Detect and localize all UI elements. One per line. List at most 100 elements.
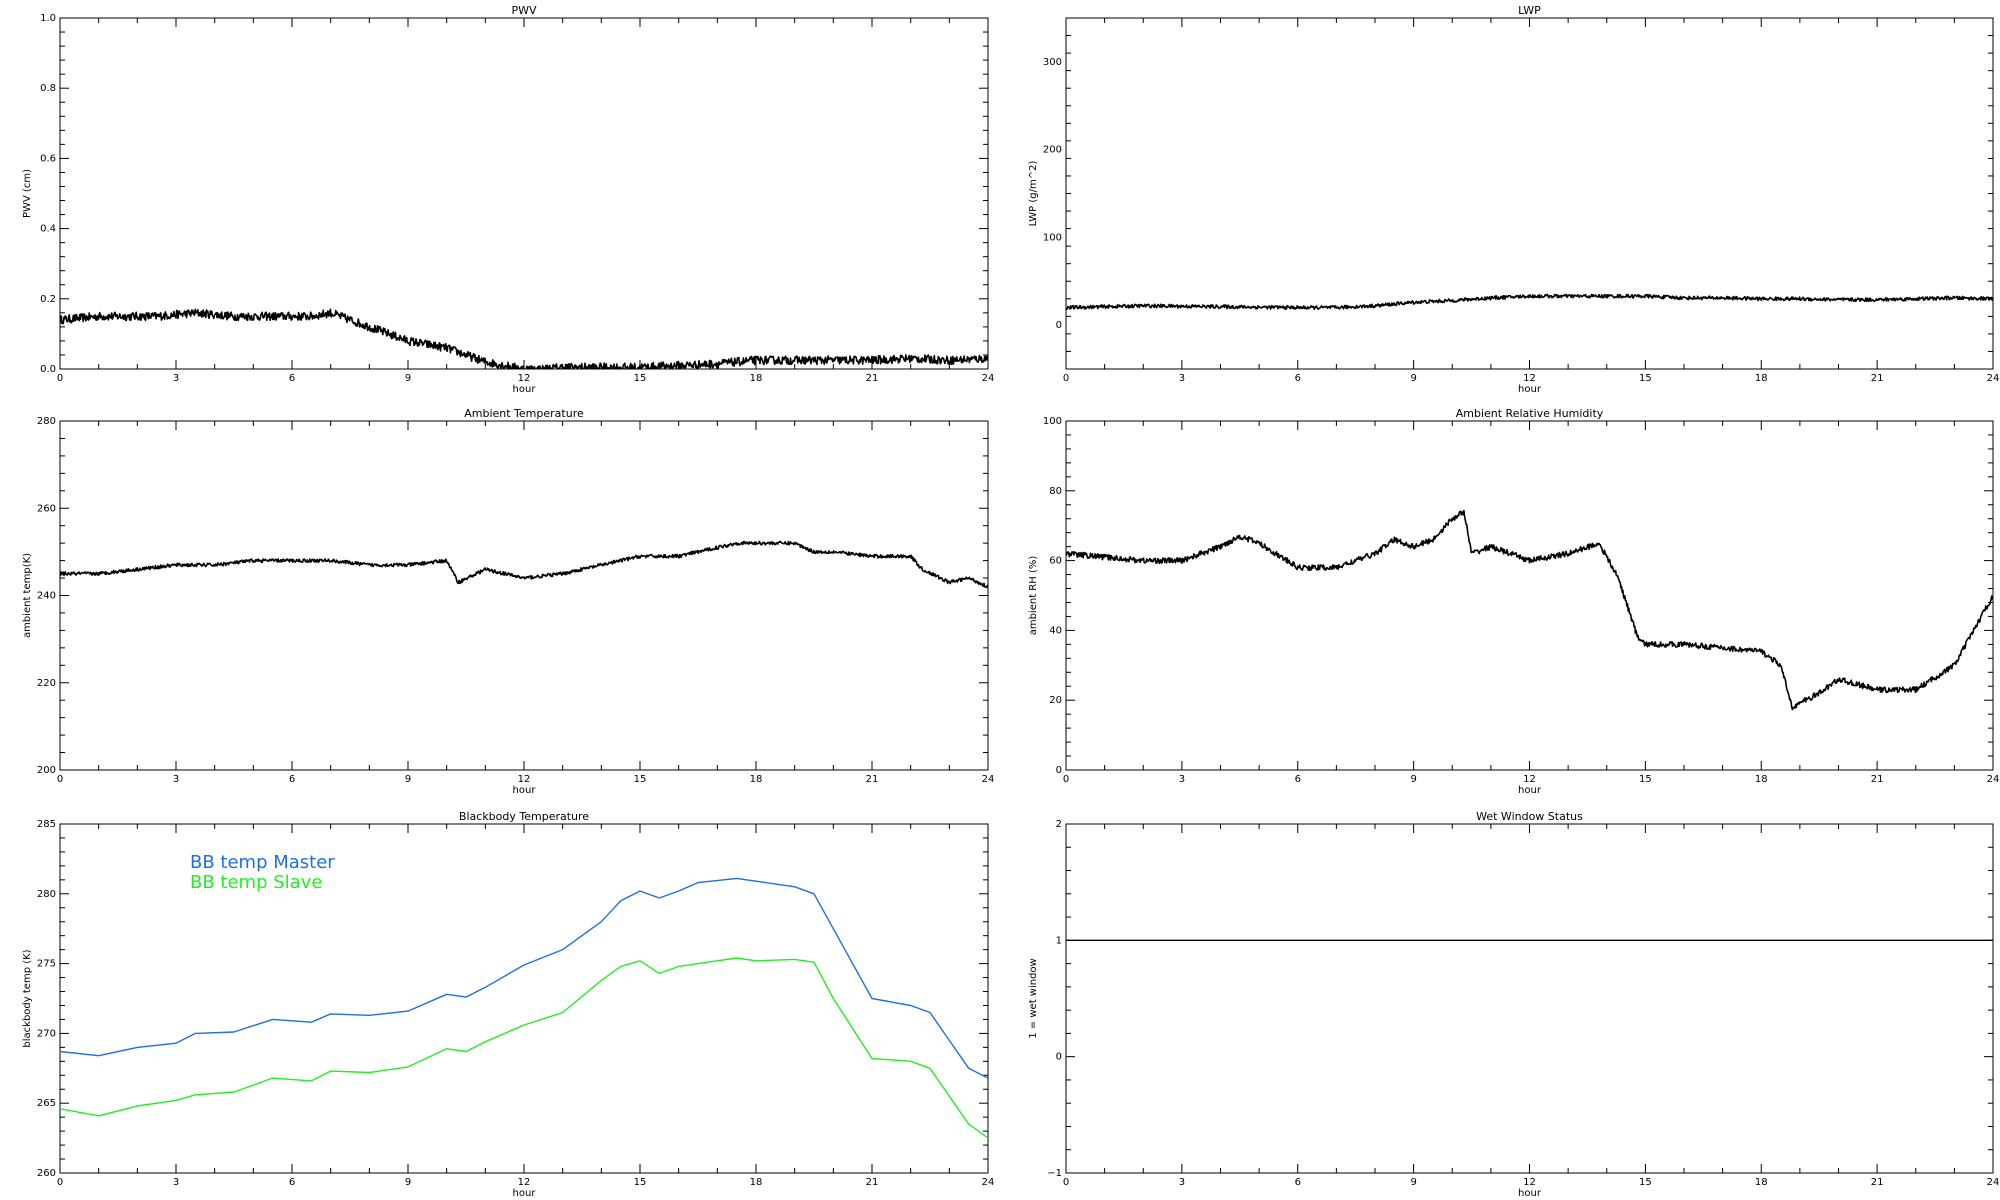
chart-title: Ambient Temperature [464,407,584,420]
series-line-0 [1066,509,1993,711]
x-tick-label: 24 [1987,1177,2000,1188]
x-tick-label: 9 [405,774,411,785]
y-tick-label: 280 [37,889,56,900]
x-tick-label: 24 [982,774,995,785]
x-tick-label: 21 [1871,373,1884,384]
y-tick-label: 275 [37,959,56,970]
y-tick-label: 270 [37,1028,56,1039]
x-tick-label: 15 [1639,373,1652,384]
x-tick-label: 6 [1295,373,1301,384]
x-tick-label: 15 [1639,774,1652,785]
y-tick-label: 260 [37,1168,56,1179]
y-tick-label: 0.4 [40,224,56,235]
plot-frame [59,420,989,771]
x-tick-label: 24 [1987,774,2000,785]
y-tick-label: 0 [1056,320,1062,331]
x-tick-label: 12 [518,373,531,384]
y-axis-label: ambient temp(K) [22,553,33,638]
plot-frame [1065,823,1994,1174]
y-tick-label: 0.6 [40,153,56,164]
x-tick-label: 21 [1871,774,1884,785]
chart-panel-0: PWV 0 3 6 9 12 15 18 21 24 hour 0.0 0.2 0.4 0.6 0.8 1.0 P… [22,4,994,395]
y-tick-label: 200 [1043,145,1062,156]
x-tick-label: 9 [1410,774,1416,785]
plot-frame [59,17,989,370]
y-tick-label: 265 [37,1098,56,1109]
x-tick-label: 12 [518,774,531,785]
x-tick-label: 24 [982,373,995,384]
x-tick-label: 18 [1755,1177,1768,1188]
y-tick-label: 1 [1056,935,1062,946]
x-tick-label: 3 [1179,774,1185,785]
y-tick-label: 0.0 [40,364,56,375]
x-tick-label: 24 [982,1177,995,1188]
plot-frame [1065,17,1994,370]
chart-title: Ambient Relative Humidity [1456,407,1604,420]
y-axis-label: LWP (g/m^2) [1028,161,1039,227]
x-tick-label: 12 [1523,373,1536,384]
legend-entry: BB temp Master [190,852,335,873]
series-line-0 [60,308,988,369]
series-line-1 [60,957,988,1139]
x-tick-label: 21 [866,1177,879,1188]
chart-title: PWV [511,4,537,17]
y-tick-label: 200 [37,765,56,776]
y-tick-label: 220 [37,678,56,689]
x-tick-label: 3 [173,1177,179,1188]
y-tick-label: 280 [37,416,56,427]
x-axis-label: hour [1518,1188,1542,1199]
x-tick-label: 6 [289,774,295,785]
y-tick-label: 0 [1056,1052,1062,1063]
y-axis-label: blackbody temp (K) [22,949,33,1047]
y-tick-label: 20 [1049,695,1062,706]
x-tick-label: 3 [173,373,179,384]
x-tick-label: 12 [1523,1177,1536,1188]
x-tick-label: 6 [1295,774,1301,785]
chart-panel-3: Ambient Relative Humidity 0 3 6 9 12 15 18 21 24 h… [1028,407,1999,796]
x-tick-label: 3 [1179,373,1185,384]
x-tick-label: 0 [1063,1177,1069,1188]
x-tick-label: 3 [1179,1177,1185,1188]
x-tick-label: 6 [289,1177,295,1188]
x-tick-label: 15 [1639,1177,1652,1188]
series-line-0 [60,877,988,1079]
x-tick-label: 15 [634,774,647,785]
chart-panel-2: Ambient Temperature 0 3 6 9 12 15 18 21 24 hour 200… [22,407,994,796]
chart-title: Wet Window Status [1476,810,1583,823]
x-tick-label: 0 [1063,373,1069,384]
x-tick-label: 21 [1871,1177,1884,1188]
y-tick-label: 1.0 [40,13,56,24]
x-tick-label: 18 [750,774,763,785]
y-tick-label: 60 [1049,556,1062,567]
y-tick-label: 100 [1043,416,1062,427]
y-tick-label: 2 [1056,819,1062,830]
x-tick-label: 0 [57,373,63,384]
x-tick-label: 18 [750,373,763,384]
series-line-0 [1066,293,1993,311]
x-tick-label: 0 [57,1177,63,1188]
chart-title: LWP [1518,4,1541,17]
x-tick-label: 6 [289,373,295,384]
x-axis-label: hour [1518,384,1542,395]
y-tick-label: 40 [1049,625,1062,636]
x-tick-label: 9 [405,373,411,384]
x-tick-label: 15 [634,1177,647,1188]
y-tick-label: 80 [1049,486,1062,497]
x-tick-label: 12 [518,1177,531,1188]
x-tick-label: 12 [1523,774,1536,785]
x-axis-label: hour [1518,785,1542,796]
chart-panel-1: LWP 0 3 6 9 12 15 18 21 24 hour 0 100 200 300 LWP (g/m^… [1028,4,1999,395]
y-tick-label: 260 [37,503,56,514]
x-tick-label: 6 [1295,1177,1301,1188]
x-tick-label: 18 [1755,373,1768,384]
y-tick-label: 0 [1056,765,1062,776]
x-tick-label: 15 [634,373,647,384]
series-line-0 [60,540,988,589]
x-tick-label: 24 [1987,373,2000,384]
x-tick-label: 0 [57,774,63,785]
x-tick-label: 21 [866,774,879,785]
y-tick-label: 285 [37,819,56,830]
